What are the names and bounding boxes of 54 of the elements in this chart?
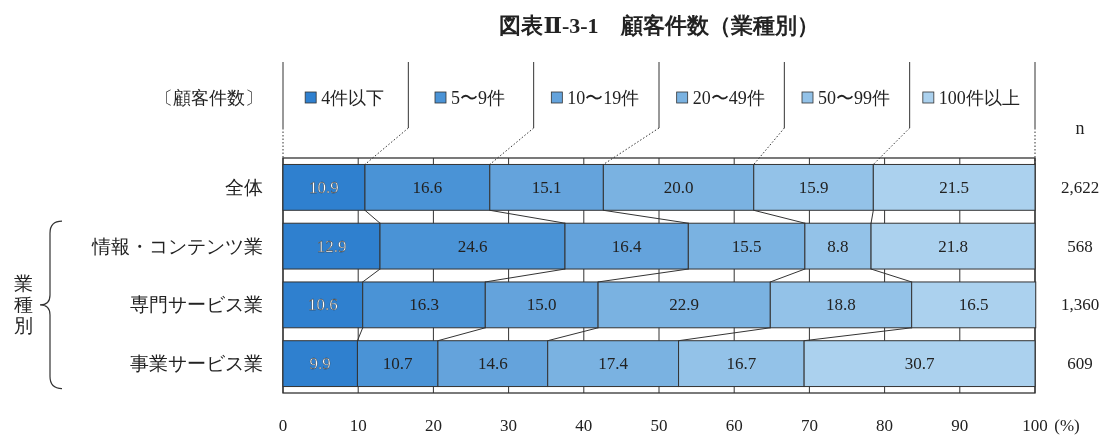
- y-tick-label: 全体: [225, 176, 263, 198]
- x-tick-label: 40: [575, 415, 593, 435]
- data-label: 16.3: [409, 295, 439, 315]
- data-label: 16.5: [958, 295, 989, 315]
- x-tick-label: 30: [500, 415, 518, 435]
- legend-label: 4件以下: [321, 88, 385, 108]
- y-tick-label: 事業サービス業: [130, 353, 263, 375]
- x-tick-label: 0: [278, 415, 288, 435]
- data-label: 9.9: [309, 354, 331, 374]
- chart-title: 図表Ⅱ-3-1 顧客件数（業種別）: [499, 12, 819, 38]
- legend-label: 20〜49件: [692, 88, 765, 108]
- data-label: 15.5: [731, 236, 762, 256]
- data-label: 14.6: [477, 354, 508, 374]
- data-label: 16.6: [412, 177, 443, 197]
- data-label: 10.6: [307, 295, 338, 315]
- legend-label: 10〜19件: [567, 88, 640, 108]
- data-label: 17.4: [598, 354, 629, 374]
- y-tick-label: 専門サービス業: [130, 294, 263, 316]
- data-label: 20.0: [663, 177, 694, 197]
- data-label: 16.4: [611, 236, 643, 256]
- data-label: 10.7: [382, 354, 414, 374]
- x-axis-title: (%): [1054, 415, 1080, 435]
- data-label: 15.0: [526, 295, 557, 315]
- text: 1,360: [1060, 295, 1100, 315]
- data-label: 10.9: [309, 177, 339, 197]
- x-tick-label: 10: [349, 415, 367, 435]
- data-label: 30.7: [904, 354, 935, 374]
- data-label: 21.8: [938, 236, 968, 256]
- legend-label: 50〜99件: [818, 88, 890, 108]
- text: 609: [1067, 354, 1093, 374]
- x-tick-label: 100: [1022, 415, 1048, 435]
- text: 業種別: [13, 273, 33, 337]
- x-tick-label: 90: [951, 415, 969, 435]
- legend-title: 〔顧客件数〕: [155, 88, 263, 108]
- x-tick-label: 20: [424, 415, 442, 435]
- data-label: 16.7: [726, 354, 757, 374]
- data-label: 18.8: [826, 295, 856, 315]
- data-label: 15.9: [798, 177, 829, 197]
- data-label: 8.8: [827, 236, 849, 256]
- data-label: 12.9: [316, 236, 347, 256]
- data-label: 24.6: [457, 236, 488, 256]
- data-label: 21.5: [939, 177, 970, 197]
- text: 2,622: [1060, 177, 1100, 197]
- x-tick-label: 50: [650, 415, 668, 435]
- x-tick-label: 70: [800, 415, 818, 435]
- text: n: [1075, 118, 1085, 138]
- text: 568: [1067, 236, 1093, 256]
- y-tick-label: 情報・コンテンツ業: [91, 235, 263, 257]
- legend-label: 5〜9件: [451, 88, 505, 108]
- x-tick-label: 60: [725, 415, 743, 435]
- data-label: 15.1: [531, 177, 562, 197]
- legend-label: 100件以上: [938, 88, 1020, 108]
- x-tick-label: 80: [876, 415, 894, 435]
- data-label: 22.9: [669, 295, 700, 315]
